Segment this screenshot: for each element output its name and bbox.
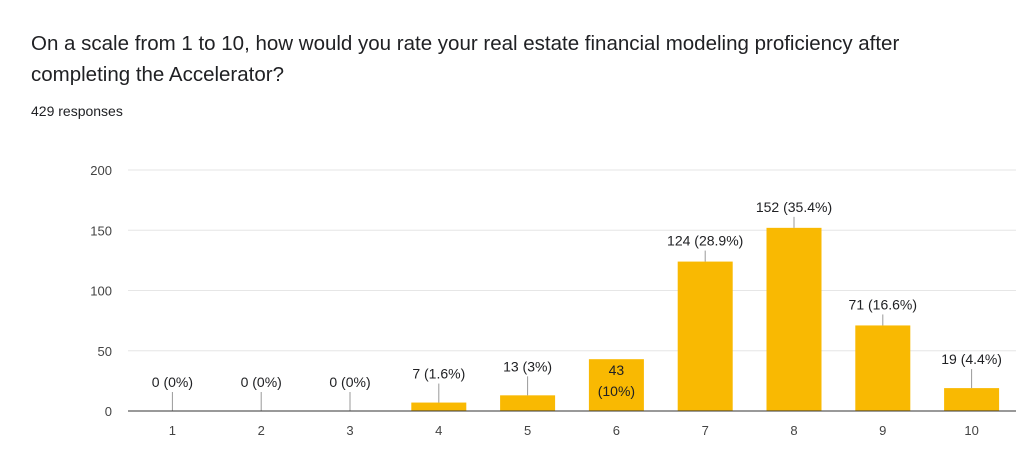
y-tick-label: 0 (105, 404, 112, 419)
x-tick-label: 8 (790, 423, 797, 438)
bar (944, 388, 1000, 411)
data-label: 0 (0%) (241, 374, 282, 390)
data-label: 13 (3%) (503, 358, 552, 374)
bar (677, 261, 733, 411)
x-tick-label: 4 (435, 423, 442, 438)
y-tick-label: 100 (90, 284, 112, 299)
x-tick-label: 5 (524, 423, 531, 438)
response-count: 429 responses (31, 103, 123, 119)
bar (766, 227, 822, 411)
data-label: 152 (35.4%) (756, 199, 832, 215)
y-tick-label: 200 (90, 163, 112, 178)
data-label: 7 (1.6%) (412, 366, 465, 382)
y-tick-label: 50 (98, 344, 112, 359)
x-tick-label: 6 (613, 423, 620, 438)
y-tick-label: 150 (90, 223, 112, 238)
data-label: 124 (28.9%) (667, 233, 743, 249)
data-label: 19 (4.4%) (941, 351, 1002, 367)
x-tick-label: 2 (258, 423, 265, 438)
x-tick-label: 9 (879, 423, 886, 438)
x-tick-label: 10 (964, 423, 978, 438)
x-tick-label: 7 (702, 423, 709, 438)
data-label: 0 (0%) (152, 374, 193, 390)
data-label: 0 (0%) (329, 374, 370, 390)
data-label: 71 (16.6%) (849, 296, 917, 312)
bar (500, 395, 556, 411)
data-label: 43 (609, 362, 625, 378)
bar (855, 325, 911, 411)
question-title: On a scale from 1 to 10, how would you r… (31, 32, 900, 86)
data-label: (10%) (598, 383, 635, 399)
x-tick-label: 3 (346, 423, 353, 438)
bar (411, 402, 467, 411)
x-tick-label: 1 (169, 423, 176, 438)
bar (588, 359, 644, 411)
